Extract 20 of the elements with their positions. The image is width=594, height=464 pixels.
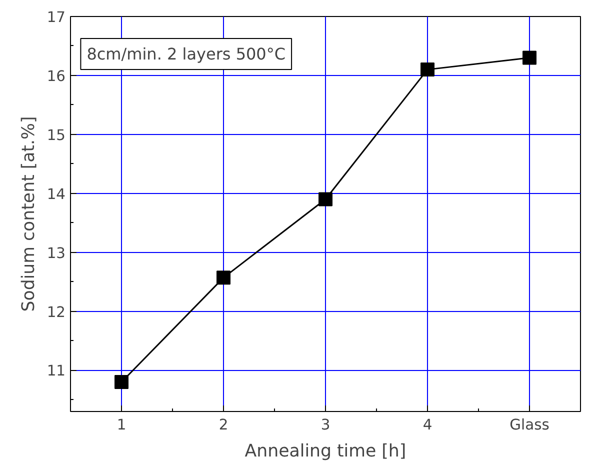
point [522,50,536,65]
x-tick-label: 4 [422,416,432,434]
y-tick-label: 17 [46,9,66,26]
point [318,192,332,206]
point [420,62,434,77]
y-tick-label: 11 [46,362,66,380]
x-tick-label: Glass [510,416,550,434]
y-tick-label: 16 [46,68,66,85]
y-tick-label: 15 [46,126,66,144]
x-tick-label: 1 [116,416,126,434]
y-tick-label: 14 [46,186,66,203]
y-axis-title: Sodium content [at.%] [18,116,39,312]
point [216,270,230,285]
x-tick-label: 2 [218,416,228,434]
annotation: 8cm/min. 2 layers 500°C [86,44,286,64]
y-tick-label: 13 [46,244,66,262]
x-axis-title: Annealing time [h] [244,442,406,462]
point [114,375,128,390]
x-tick-label: 3 [320,416,330,434]
y-tick-label: 12 [46,304,66,321]
